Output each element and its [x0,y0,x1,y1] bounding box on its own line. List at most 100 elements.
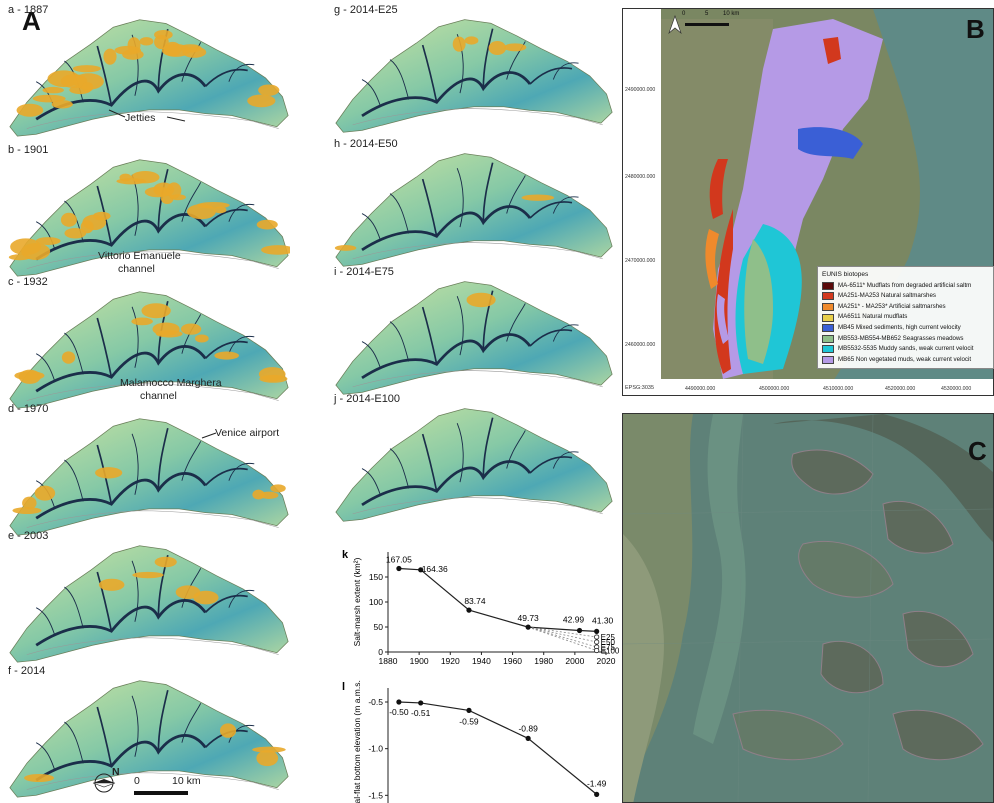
scale-bar-five: 5 [705,11,709,17]
x-tick-label: 4500000.000 [759,386,790,392]
y-tick-label: 2480000.000 [625,174,656,180]
data-point [466,607,472,613]
saltmarsh-patch [60,212,77,227]
data-label: 41.30 [592,615,614,625]
saltmarsh-patch [334,245,357,251]
lagoon-map-3-scenario: i - 2014-E75 [334,266,614,400]
data-label: -0.51 [411,708,431,718]
legend-entry: MB553-MB554-MB652 Seagrasses meadows [822,334,989,345]
north-label: N [112,766,120,778]
saltmarsh-patch [12,507,42,515]
legend-entry: MA-6511* Mudflats from degraded artifici… [822,281,989,292]
scenario-label: E100 [601,647,620,656]
y-axis-label: Tidal-flat bottom elevation (m a.m.s.l.) [352,680,362,803]
saltmarsh-patch [21,243,51,260]
data-point [594,628,600,634]
map-label: h - 2014-E50 [334,138,398,150]
data-label: -0.50 [389,707,409,717]
lagoon-shape [8,544,290,664]
lagoon-map-1-historical: a - 1887 [8,4,290,142]
saltmarsh-patch [219,723,237,738]
venice-airport-pointer [201,432,217,439]
legend-entry: MB5532-5535 Muddy sands, weak current ve… [822,344,989,355]
scenario-label: E50 [601,638,616,647]
scenario-label: E25 [601,633,616,642]
data-label: 49.73 [518,613,540,623]
lagoon-map-4-historical: d - 1970 [8,403,290,541]
map-label: f - 2014 [8,665,46,677]
legend-entry: MA6511 Natural mudflats [822,312,989,323]
saltmarsh-patch [270,484,286,493]
data-point [396,565,402,572]
y-tick-label: -1.5 [368,790,383,800]
saltmarsh-patch [98,578,125,591]
saltmarsh-patch [258,367,286,382]
panel-letter-c: C [968,436,987,466]
saltmarsh-patch [144,186,172,198]
scenario-line [528,626,597,648]
saltmarsh-patch [64,227,87,239]
scale-bar-ten: 10 km [723,11,740,17]
saltmarsh-patch [503,43,527,52]
map-legend: EUNIS biotopes MA-6511* Mudflats from de… [817,266,994,370]
series-line [398,567,597,632]
scenario-point [594,639,600,645]
y-tick-label: -0.5 [368,697,383,707]
jetties-arrows [108,109,186,122]
lagoon-shape [334,18,614,134]
x-tick-label: 4520000.000 [885,386,916,392]
legend-swatch [822,334,834,343]
saltmarsh-patch [154,29,173,40]
chart-k-salt-marsh-extent: k 0 50 100 150 1880 1900 1920 1940 1960 1980 2000 20… [342,549,620,666]
malamocco-label-2: channel [140,390,177,402]
saltmarsh-patch [521,194,555,201]
saltmarsh-patch [22,496,37,510]
legend-entry: MA251-MA253 Natural saltmarshes [822,291,989,302]
y-tick-label: 100 [369,597,383,607]
vittorio-emanuele-label-2: channel [118,263,155,275]
legend-swatch [822,324,834,333]
saltmarsh-patch [259,491,279,499]
saltmarsh-patch [488,41,507,56]
north-arrow-icon [92,773,116,793]
lagoon-map-4-scenario: j - 2014-E100 [334,393,614,527]
legend-swatch [822,303,834,312]
map-label: g - 2014-E25 [334,4,398,16]
saltmarsh-patch [81,82,94,92]
scenario-point [594,647,600,654]
lagoon-map-3-historical: c - 1932 [8,276,290,414]
data-point [576,627,583,634]
y-tick-label: 2470000.000 [625,258,656,264]
x-tick-label: 1960 [503,656,522,666]
map-label: c - 1932 [8,276,48,288]
legend-swatch [822,281,834,290]
data-point [418,567,424,573]
lagoon-map-5-historical: e - 2003 [8,530,290,668]
legend-title: EUNIS biotopes [822,271,869,278]
malamocco-label-1: Malamocco Marghera [120,377,222,389]
saltmarsh-patch [152,322,180,336]
saltmarsh-patch [166,182,182,199]
y-tick-label: -1.0 [368,744,383,754]
saltmarsh-patch [93,211,111,221]
saltmarsh-patch [72,65,101,73]
y-axis-label: Salt-marsh extent (km²) [352,557,362,646]
x-tick-label: 1900 [410,656,429,666]
chart-panel-label: k [342,549,349,561]
lagoon-shape [334,152,614,268]
legend-entry: MB45 Mixed sediments, high current veloc… [822,323,989,334]
y-tick-label: 2490000.000 [625,87,656,93]
scale-bar [685,23,729,26]
saltmarsh-patch [35,237,61,245]
x-tick-label: 2020 [597,656,616,666]
saltmarsh-patch [24,773,54,783]
legend-label: MA251-MA253 Natural saltmarshes [838,292,937,300]
map-label: a - 1887 [8,4,49,16]
scenario-label: E75 [601,643,616,652]
x-tick-label: 1880 [379,656,398,666]
legend-entry: MA251* - MA253* Artificial saltmarshes [822,302,989,313]
saltmarsh-patch [119,173,132,182]
data-label: 167.05 [386,554,412,564]
map-label: i - 2014-E75 [334,266,394,278]
saltmarsh-patch [34,485,56,501]
